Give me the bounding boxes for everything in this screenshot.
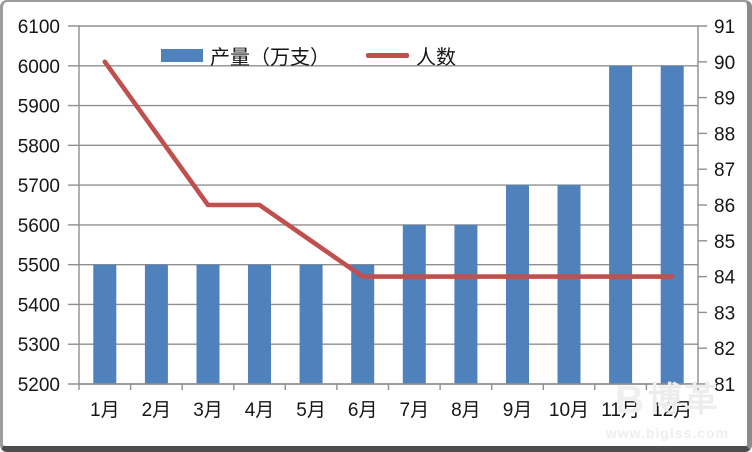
bar [609,65,633,385]
x-axis-label: 6月 [348,400,378,421]
x-axis-label: 7月 [400,400,430,421]
bar [248,264,271,384]
legend-production-label: 产量（万支） [210,46,330,69]
x-axis-label: 4月 [245,400,275,421]
left-axis-label: 5700 [18,176,60,197]
watermark: B 博革 www.biglss.com [606,380,729,440]
left-axis-label: 5500 [18,256,60,277]
bar [402,224,426,384]
x-axis-label: 5月 [296,400,326,421]
x-axis-label: 1月 [90,400,120,421]
right-axis-label: 83 [714,303,735,324]
watermark-url: www.biglss.com [605,425,729,441]
left-axis-label: 5300 [18,335,60,356]
x-axis-label: 10月 [549,400,589,421]
legend-bar-swatch [161,48,203,62]
right-axis-label: 86 [714,196,735,217]
right-axis-label: 85 [714,232,735,253]
bar [506,185,529,384]
left-axis-label: 5200 [18,375,60,396]
bar [93,264,117,384]
legend-headcount-label: 人数 [416,46,456,69]
bar [144,264,168,384]
watermark-logo-icon: B [614,378,644,422]
right-axis-label: 82 [714,339,735,360]
right-axis-label: 91 [714,17,735,38]
left-axis-label: 5800 [18,136,60,157]
right-axis-label: 88 [714,124,735,145]
bar [351,264,375,384]
x-axis-label: 9月 [503,400,533,421]
headcount-line [102,59,675,279]
right-axis-label: 87 [714,160,735,181]
legend-line-swatch [366,52,409,58]
bar [299,264,323,384]
bar [454,224,478,384]
right-axis-label: 81 [714,375,735,396]
left-axis-label: 6000 [18,57,60,78]
bar [196,264,220,384]
x-axis-label: 11月 [601,400,640,421]
right-axis-label: 84 [714,268,736,289]
x-axis-label: 8月 [451,400,481,421]
bar [660,65,684,385]
bar [557,185,581,384]
left-axis-label: 5400 [18,295,60,316]
x-axis-label: 3月 [193,400,223,421]
left-axis-label: 6100 [18,17,60,38]
right-axis-label: 89 [714,89,735,110]
legend: 产量（万支） 人数 [161,44,456,69]
right-axis-label: 90 [714,53,735,74]
left-axis-label: 5600 [18,216,60,237]
x-axis-label: 12月 [652,400,692,421]
x-axis-label: 2月 [142,400,172,421]
left-axis-label: 5900 [18,97,60,118]
watermark-logo-text: 博革 [647,381,720,419]
